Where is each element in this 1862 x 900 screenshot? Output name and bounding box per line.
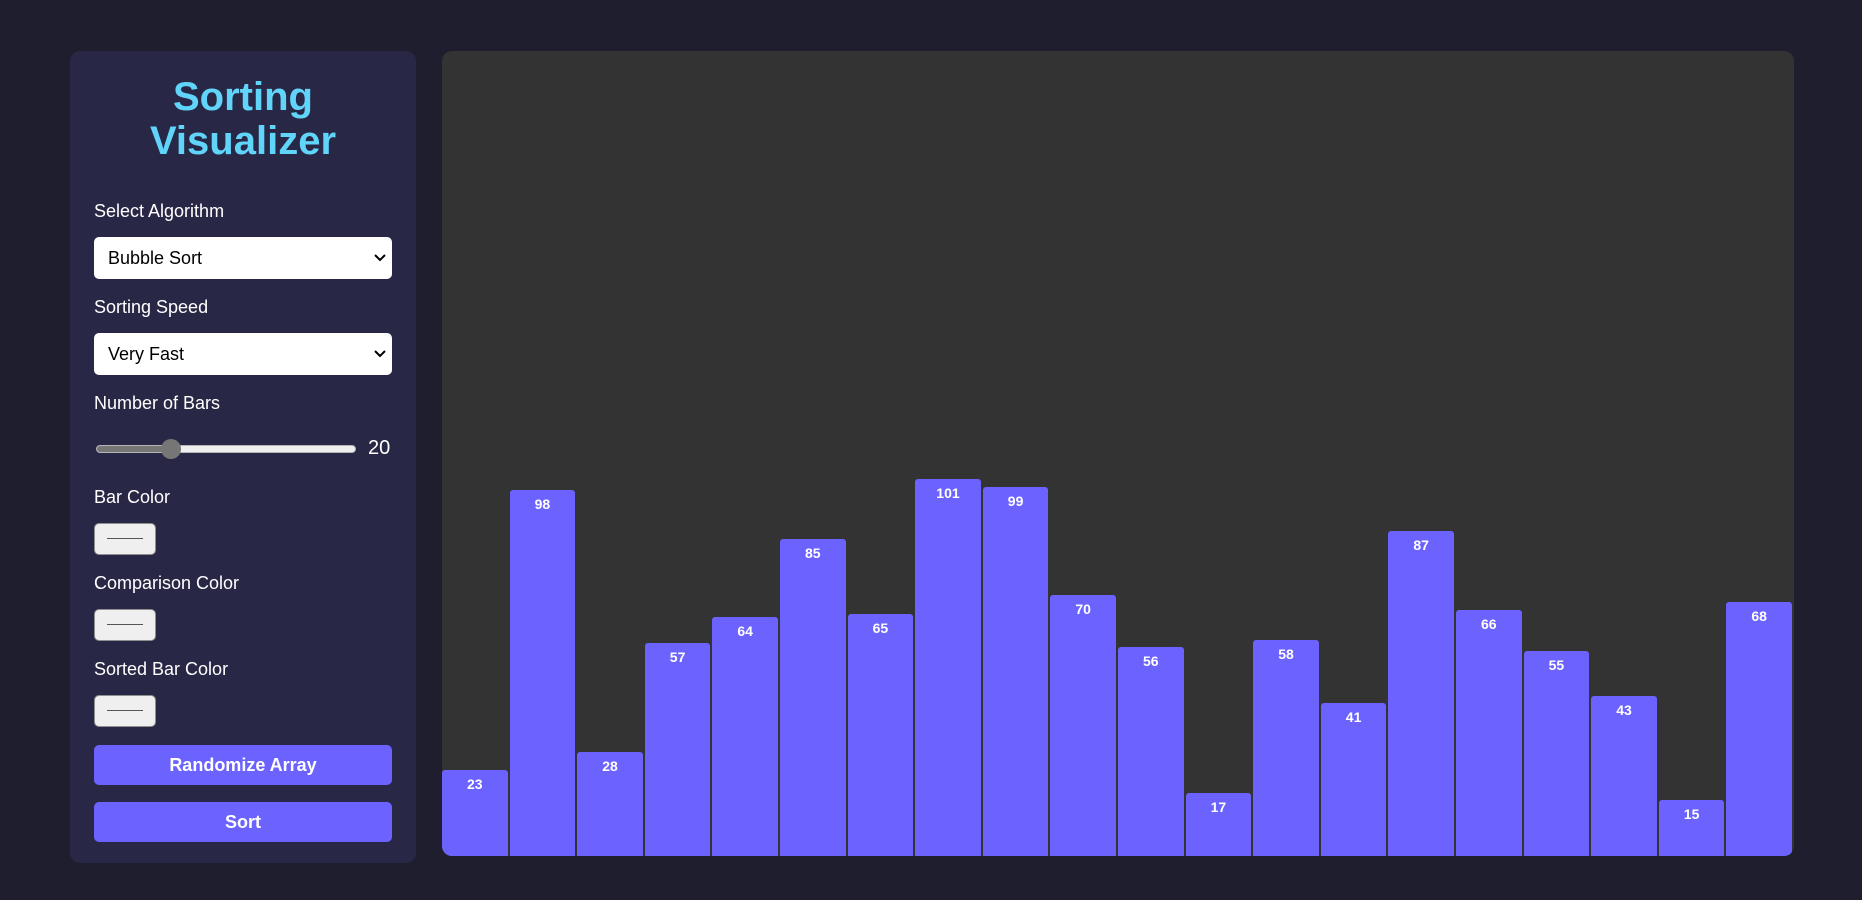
bars-count-slider-handle[interactable] xyxy=(161,439,182,459)
randomize-array-button[interactable]: Randomize Array xyxy=(94,745,392,785)
bar-value-label: 101 xyxy=(936,485,960,501)
bar-value-label: 41 xyxy=(1345,709,1362,725)
bar: 15 xyxy=(1658,800,1725,856)
algorithm-select[interactable]: Bubble Sort xyxy=(94,237,392,279)
sort-button[interactable]: Sort xyxy=(94,802,392,842)
page-title: Sorting Visualizer xyxy=(149,75,337,163)
bar-value-label: 70 xyxy=(1075,601,1091,617)
bars-count-slider-track[interactable] xyxy=(96,445,356,453)
bar-value-label: 23 xyxy=(467,776,483,792)
control-panel: Sorting Visualizer Select Algorithm Bubb… xyxy=(70,51,416,863)
bar: 56 xyxy=(1118,647,1184,856)
bar-value-label: 66 xyxy=(1481,616,1497,632)
bar-value-label: 56 xyxy=(1143,653,1159,669)
bar-value-label: 28 xyxy=(602,758,618,774)
bar-color-label: Bar Color xyxy=(94,487,171,507)
bar: 87 xyxy=(1388,531,1454,856)
chevron-down-icon xyxy=(374,350,386,358)
bar-value-label: 99 xyxy=(1007,493,1024,509)
bar: 23 xyxy=(442,770,508,856)
bar: 101 xyxy=(915,479,981,856)
bar: 64 xyxy=(712,617,778,856)
bar-value-label: 58 xyxy=(1278,646,1294,662)
bars-count-value: 20 xyxy=(368,437,391,459)
bar: 17 xyxy=(1185,793,1252,856)
bar-value-label: 64 xyxy=(737,623,753,639)
bar: 70 xyxy=(1050,595,1116,856)
bar: 99 xyxy=(982,487,1049,856)
bar: 68 xyxy=(1726,602,1792,856)
bars-count-label: Number of Bars xyxy=(94,393,221,413)
swatch-line xyxy=(107,538,143,539)
bar: 55 xyxy=(1523,651,1590,856)
bar-color-picker[interactable] xyxy=(94,523,156,555)
sorted-color-picker[interactable] xyxy=(94,695,156,727)
bar-value-label: 65 xyxy=(872,620,889,636)
bar: 85 xyxy=(780,539,846,856)
swatch-line xyxy=(107,624,143,625)
bar-value-label: 85 xyxy=(805,545,821,561)
bars-canvas: 23 98 28 57 64 85 65 101 99 70 56 17 58 41 87 66 55 43 15 6… xyxy=(442,51,1794,856)
algorithm-label: Select Algorithm xyxy=(94,201,225,221)
bar-value-label: 98 xyxy=(534,496,551,512)
comparison-color-picker[interactable] xyxy=(94,609,156,641)
bar: 66 xyxy=(1456,610,1522,856)
comparison-color-label: Comparison Color xyxy=(94,573,240,593)
bar-value-label: 55 xyxy=(1548,657,1565,673)
bar: 41 xyxy=(1320,703,1387,856)
bar-value-label: 43 xyxy=(1616,702,1632,718)
speed-select-value: Very Fast xyxy=(108,344,185,364)
bar: 65 xyxy=(847,614,914,856)
speed-select[interactable]: Very Fast xyxy=(94,333,392,375)
bar: 98 xyxy=(509,490,576,856)
bars-count-slider-row: 20 xyxy=(94,435,392,463)
bar: 43 xyxy=(1591,696,1657,856)
bar-value-label: 17 xyxy=(1210,799,1227,815)
algorithm-select-value: Bubble Sort xyxy=(108,248,203,268)
sorted-color-label: Sorted Bar Color xyxy=(94,659,229,679)
bars-count-slider-fill xyxy=(97,446,172,452)
bar: 57 xyxy=(644,643,711,856)
chevron-down-icon xyxy=(374,254,386,262)
bar: 58 xyxy=(1253,640,1319,856)
bar-value-label: 87 xyxy=(1413,537,1429,553)
bar-value-label: 57 xyxy=(669,649,686,665)
bar-value-label: 15 xyxy=(1683,806,1700,822)
speed-label: Sorting Speed xyxy=(94,297,209,317)
bar: 28 xyxy=(577,752,643,856)
bar-value-label: 68 xyxy=(1751,608,1767,624)
swatch-line xyxy=(107,710,143,711)
